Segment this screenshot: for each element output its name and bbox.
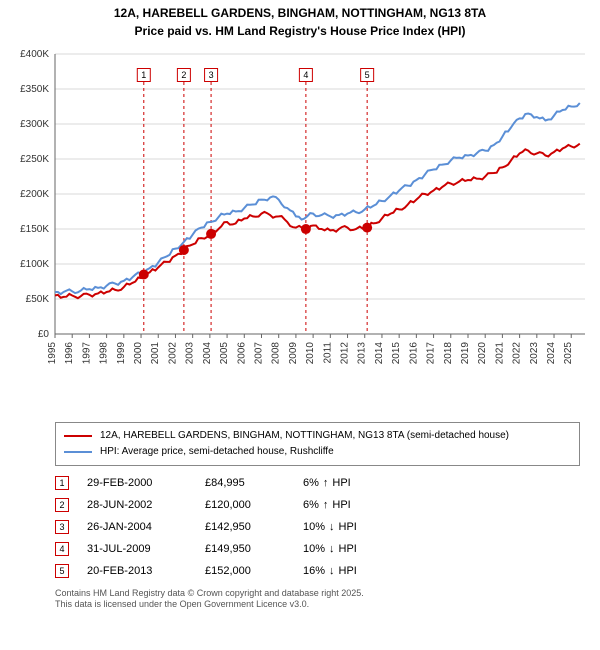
x-tick-label: 2005 — [219, 341, 230, 364]
event-flag-label: 5 — [365, 70, 370, 80]
x-tick-label: 2011 — [322, 341, 333, 363]
event-row: 1 29-FEB-2000 £84,995 6% ↑ HPI — [55, 472, 580, 494]
arrow-down-icon: ↓ — [329, 543, 335, 555]
x-tick-label: 2001 — [150, 341, 161, 364]
x-tick-label: 2004 — [202, 341, 213, 364]
x-tick-label: 1998 — [99, 341, 110, 364]
y-tick-label: £0 — [38, 329, 50, 340]
x-tick-label: 1999 — [116, 341, 127, 364]
event-row: 3 26-JAN-2004 £142,950 10% ↓ HPI — [55, 516, 580, 538]
event-marker: 3 — [55, 520, 69, 534]
event-date: 26-JAN-2004 — [87, 521, 187, 533]
x-tick-label: 2003 — [185, 341, 196, 364]
event-row: 5 20-FEB-2013 £152,000 16% ↓ HPI — [55, 560, 580, 582]
event-price: £152,000 — [205, 565, 285, 577]
chart-container: 12A, HAREBELL GARDENS, BINGHAM, NOTTINGH… — [0, 0, 600, 650]
event-flag-label: 2 — [181, 70, 186, 80]
x-tick-label: 2022 — [512, 341, 523, 364]
y-tick-label: £100K — [20, 259, 49, 270]
legend: 12A, HAREBELL GARDENS, BINGHAM, NOTTINGH… — [55, 422, 580, 466]
x-tick-label: 2020 — [477, 341, 488, 364]
y-tick-label: £400K — [20, 49, 49, 60]
x-tick-label: 2024 — [546, 341, 557, 364]
x-tick-label: 2023 — [529, 341, 540, 364]
x-tick-label: 1997 — [81, 341, 92, 364]
event-diff: 10% ↓ HPI — [303, 521, 363, 533]
event-row: 2 28-JUN-2002 £120,000 6% ↑ HPI — [55, 494, 580, 516]
event-dot — [301, 224, 311, 234]
x-tick-label: 2002 — [167, 341, 178, 364]
event-flag-label: 3 — [209, 70, 214, 80]
events-table: 1 29-FEB-2000 £84,995 6% ↑ HPI 2 28-JUN-2002 £… — [55, 472, 580, 582]
x-tick-label: 2009 — [288, 341, 299, 364]
x-tick-label: 2012 — [340, 341, 351, 364]
event-marker: 2 — [55, 498, 69, 512]
event-price: £84,995 — [205, 477, 285, 489]
legend-label: 12A, HAREBELL GARDENS, BINGHAM, NOTTINGH… — [100, 430, 509, 441]
x-tick-label: 2018 — [443, 341, 454, 364]
event-flag-label: 4 — [303, 70, 308, 80]
y-tick-label: £250K — [20, 154, 49, 165]
footer-line: This data is licensed under the Open Gov… — [55, 599, 580, 611]
x-tick-label: 2008 — [271, 341, 282, 364]
x-tick-label: 2025 — [563, 341, 574, 364]
x-tick-label: 2007 — [253, 341, 264, 364]
event-price: £149,950 — [205, 543, 285, 555]
x-tick-label: 1996 — [64, 341, 75, 364]
x-tick-label: 2006 — [236, 341, 247, 364]
x-tick-label: 1995 — [47, 341, 58, 364]
event-diff: 10% ↓ HPI — [303, 543, 363, 555]
event-diff: 6% ↑ HPI — [303, 499, 363, 511]
y-tick-label: £300K — [20, 119, 49, 130]
event-date: 20-FEB-2013 — [87, 565, 187, 577]
x-tick-label: 2013 — [357, 341, 368, 364]
event-diff: 16% ↓ HPI — [303, 565, 363, 577]
footer-line: Contains HM Land Registry data © Crown c… — [55, 588, 580, 600]
event-flag-label: 1 — [141, 70, 146, 80]
event-marker: 1 — [55, 476, 69, 490]
x-tick-label: 2016 — [408, 341, 419, 364]
x-tick-label: 2017 — [426, 341, 437, 364]
y-tick-label: £50K — [26, 294, 50, 305]
arrow-down-icon: ↓ — [329, 565, 335, 577]
y-tick-label: £350K — [20, 84, 49, 95]
x-tick-label: 2019 — [460, 341, 471, 364]
event-marker: 4 — [55, 542, 69, 556]
chart-plot-area: £0 £50K £100K £150K £200K £250K £300K £350K £400… — [0, 44, 600, 414]
event-price: £120,000 — [205, 499, 285, 511]
x-tick-label: 2014 — [374, 341, 385, 364]
chart-title-line2: Price paid vs. HM Land Registry's House … — [0, 24, 600, 44]
event-date: 29-FEB-2000 — [87, 477, 187, 489]
series-hpi — [55, 103, 580, 294]
legend-label: HPI: Average price, semi-detached house,… — [100, 446, 334, 457]
y-tick-label: £150K — [20, 224, 49, 235]
event-dot — [362, 222, 372, 232]
event-price: £142,950 — [205, 521, 285, 533]
event-dot — [206, 229, 216, 239]
arrow-up-icon: ↑ — [323, 499, 329, 511]
event-dot — [179, 245, 189, 255]
y-tick-label: £200K — [20, 189, 49, 200]
event-row: 4 31-JUL-2009 £149,950 10% ↓ HPI — [55, 538, 580, 560]
footer: Contains HM Land Registry data © Crown c… — [55, 588, 580, 611]
line-chart-svg: £0 £50K £100K £150K £200K £250K £300K £350K £400… — [0, 44, 600, 414]
x-tick-label: 2021 — [494, 341, 505, 364]
x-tick-label: 2010 — [305, 341, 316, 364]
event-date: 28-JUN-2002 — [87, 499, 187, 511]
legend-swatch — [64, 435, 92, 437]
event-dot — [139, 269, 149, 279]
arrow-down-icon: ↓ — [329, 521, 335, 533]
event-date: 31-JUL-2009 — [87, 543, 187, 555]
event-diff: 6% ↑ HPI — [303, 477, 363, 489]
legend-item: 12A, HAREBELL GARDENS, BINGHAM, NOTTINGH… — [64, 428, 571, 444]
arrow-up-icon: ↑ — [323, 477, 329, 489]
chart-title-line1: 12A, HAREBELL GARDENS, BINGHAM, NOTTINGH… — [0, 0, 600, 24]
event-marker: 5 — [55, 564, 69, 578]
x-tick-label: 2000 — [133, 341, 144, 364]
legend-swatch — [64, 451, 92, 453]
legend-item: HPI: Average price, semi-detached house,… — [64, 444, 571, 460]
x-tick-label: 2015 — [391, 341, 402, 364]
